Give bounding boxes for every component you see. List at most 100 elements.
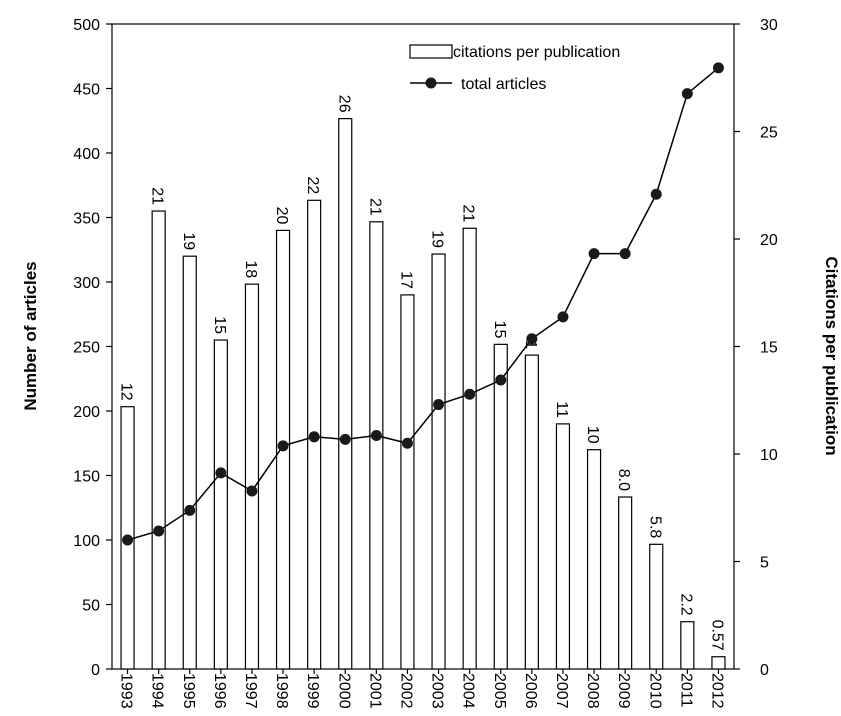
line-point xyxy=(339,433,351,445)
bar xyxy=(586,449,602,670)
x-tick-label: 2008 xyxy=(584,673,601,709)
bar-value-label: 15 xyxy=(491,321,508,339)
left-axis: 0 50 100 150 200 250 300 350 400 450 500 xyxy=(73,17,112,679)
y-tick-label: 350 xyxy=(73,211,100,228)
bar-value-label: 20 xyxy=(273,207,290,225)
bar-value-label: 21 xyxy=(366,198,383,216)
bar xyxy=(524,354,539,670)
bar-value-label: 22 xyxy=(304,177,321,195)
x-tick-label: 2010 xyxy=(646,673,663,709)
bar xyxy=(680,621,695,670)
line-point xyxy=(464,388,476,400)
bar xyxy=(213,339,228,670)
line-point xyxy=(495,374,507,386)
bar-value-label: 17 xyxy=(397,271,414,289)
line-series xyxy=(122,62,724,546)
y-tick-label: 250 xyxy=(73,340,100,357)
line-point xyxy=(370,430,382,442)
y2-tick-label: 5 xyxy=(760,555,769,572)
line-point xyxy=(246,485,258,497)
y-tick-label: 500 xyxy=(73,17,100,34)
x-tick-label: 2002 xyxy=(397,673,414,709)
line-point xyxy=(401,437,413,449)
bar-value-label: 11 xyxy=(553,401,570,418)
x-tick-label: 2005 xyxy=(491,673,508,709)
line-point xyxy=(153,525,165,537)
bar-value-label: 2.2 xyxy=(677,593,694,615)
x-tick-label: 1995 xyxy=(180,673,197,709)
bar-value-label: 21 xyxy=(460,204,477,222)
line-point xyxy=(433,399,445,411)
bar-value-label: 21 xyxy=(149,187,166,205)
bar xyxy=(462,227,477,670)
bar xyxy=(618,496,633,670)
x-tick-label: 2012 xyxy=(708,673,725,709)
bar xyxy=(555,423,571,670)
line-point xyxy=(526,333,538,345)
bar xyxy=(649,543,664,670)
right-axis: 0 5 10 15 20 25 30 xyxy=(734,17,778,679)
bar-value-label: 0.57 xyxy=(708,620,725,651)
plot-frame xyxy=(111,23,735,670)
x-tick-label: 1999 xyxy=(304,673,321,709)
y-tick-label: 200 xyxy=(73,404,100,421)
line-point xyxy=(557,311,569,323)
x-tick-label: 1996 xyxy=(211,673,228,709)
bar-value-label: 18 xyxy=(242,260,259,278)
x-tick-label: 2011 xyxy=(677,673,694,708)
x-tick-label: 2000 xyxy=(335,673,352,709)
line-point xyxy=(122,534,134,546)
bar xyxy=(338,117,353,670)
bar xyxy=(400,294,415,670)
y-tick-label: 400 xyxy=(73,146,100,163)
y-tick-label: 100 xyxy=(73,533,100,550)
line-point xyxy=(277,440,289,452)
y2-tick-label: 10 xyxy=(760,447,778,464)
bar xyxy=(493,343,508,670)
line-point xyxy=(215,467,227,479)
legend: citations per publication total articles xyxy=(409,44,620,93)
bar-value-label: 8.0 xyxy=(615,469,632,491)
bar xyxy=(151,210,166,670)
y-tick-label: 0 xyxy=(91,662,100,679)
bar-value-label: 5.8 xyxy=(646,516,663,538)
x-tick-label: 2006 xyxy=(522,673,539,709)
bar-value-label: 19 xyxy=(429,230,446,248)
bar xyxy=(369,221,384,670)
bar xyxy=(431,253,446,670)
y-tick-label: 450 xyxy=(73,82,100,99)
line-point xyxy=(681,88,693,100)
legend-marker xyxy=(425,77,437,89)
bar xyxy=(711,656,726,670)
y2-tick-label: 15 xyxy=(760,340,778,357)
bar-labels: 12211915182022262117192115111108.05.82.2… xyxy=(118,95,726,651)
x-tick-label: 2009 xyxy=(615,673,632,709)
x-tick-label: 1994 xyxy=(149,673,166,709)
x-tick-label: 2003 xyxy=(429,673,446,709)
line-point xyxy=(619,248,631,260)
x-tick-label: 2001 xyxy=(366,673,383,709)
line-point xyxy=(184,504,196,516)
y2-tick-label: 20 xyxy=(760,232,778,249)
legend-bar-swatch xyxy=(409,44,453,59)
legend-label-bars: citations per publication xyxy=(453,44,620,61)
x-tick-label: 1997 xyxy=(242,673,259,709)
bar-series xyxy=(120,117,726,670)
y2-tick-label: 30 xyxy=(760,17,778,34)
bar-value-label: 15 xyxy=(211,316,228,334)
bar-value-label: 19 xyxy=(180,232,197,250)
legend-label-line: total articles xyxy=(461,76,546,93)
x-tick-label: 2007 xyxy=(553,673,570,709)
line-point xyxy=(588,248,600,260)
y2-tick-label: 25 xyxy=(760,125,778,142)
y-tick-label: 150 xyxy=(73,469,100,486)
line-point xyxy=(712,62,724,74)
y-tick-label: 300 xyxy=(73,275,100,292)
line-point xyxy=(650,188,662,200)
plot-border xyxy=(111,23,735,670)
bar-value-label: 10 xyxy=(584,426,601,444)
y2-tick-label: 0 xyxy=(760,662,769,679)
y-tick-label: 50 xyxy=(82,598,100,615)
x-tick-label: 1993 xyxy=(118,673,135,709)
